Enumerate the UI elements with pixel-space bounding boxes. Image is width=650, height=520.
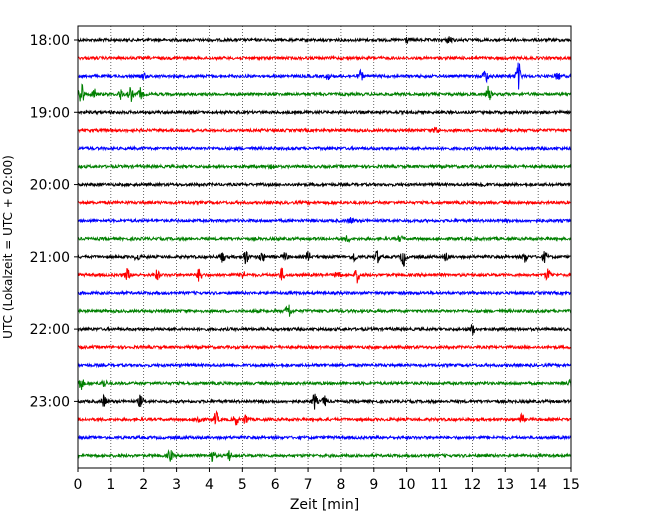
trace-line: [77, 409, 572, 426]
x-tick-label: 15: [562, 477, 580, 493]
y-axis: 18:00 19:00 20:00 21:00 22:00 23:00: [30, 33, 78, 410]
y-tick-label: 23:00: [30, 394, 70, 410]
x-tick-label: 8: [336, 477, 345, 493]
y-tick-label: 20:00: [30, 178, 70, 194]
trace-line: [77, 304, 572, 317]
x-tick-label: 3: [172, 477, 181, 493]
y-tick-label: 19:00: [30, 105, 70, 121]
trace-line: [77, 448, 572, 462]
trace-line: [77, 343, 572, 351]
trace-layer: [77, 36, 572, 462]
plot-frame: [77, 25, 572, 469]
trace-line: [77, 393, 572, 410]
trace-line: [77, 83, 572, 102]
y-tick-label: 18:00: [30, 33, 70, 49]
x-tick-label: 5: [238, 477, 247, 493]
x-tick-label: 11: [431, 477, 449, 493]
x-tick-label: 0: [74, 477, 83, 493]
x-tick-label: 14: [529, 477, 547, 493]
x-axis: 0 1 2 3 4 5 6 7 8 9 10 11 12 13 14 15: [74, 468, 580, 493]
trace-line: [77, 289, 572, 297]
y-tick-label: 21:00: [30, 250, 70, 266]
trace-line: [77, 378, 572, 390]
trace-line: [77, 181, 572, 188]
x-tick-label: 4: [205, 477, 214, 493]
trace-line: [77, 109, 572, 116]
trace-line: [77, 62, 572, 90]
x-axis-title: Zeit [min]: [290, 497, 359, 513]
trace-line: [77, 54, 572, 62]
x-tick-label: 2: [139, 477, 148, 493]
trace-line: [77, 362, 572, 369]
y-axis-title: UTC (Lokalzeit = UTC + 02:00): [1, 155, 15, 339]
x-tick-label: 6: [271, 477, 280, 493]
x-tick-label: 1: [106, 477, 115, 493]
trace-line: [77, 145, 572, 152]
trace-line: [77, 434, 572, 441]
x-tick-label: 13: [496, 477, 514, 493]
trace-line: [77, 250, 572, 267]
trace-line: [77, 235, 572, 244]
x-tick-label: 12: [463, 477, 481, 493]
x-tick-label: 9: [369, 477, 378, 493]
trace-line: [77, 324, 572, 336]
x-tick-label: 7: [304, 477, 313, 493]
trace-line: [77, 36, 572, 44]
trace-line: [77, 163, 572, 170]
trace-line: [77, 199, 572, 206]
trace-line: [77, 217, 572, 225]
y-tick-label: 22:00: [30, 322, 70, 338]
trace-line: [77, 126, 572, 134]
x-tick-label: 10: [398, 477, 416, 493]
trace-line: [77, 267, 572, 284]
